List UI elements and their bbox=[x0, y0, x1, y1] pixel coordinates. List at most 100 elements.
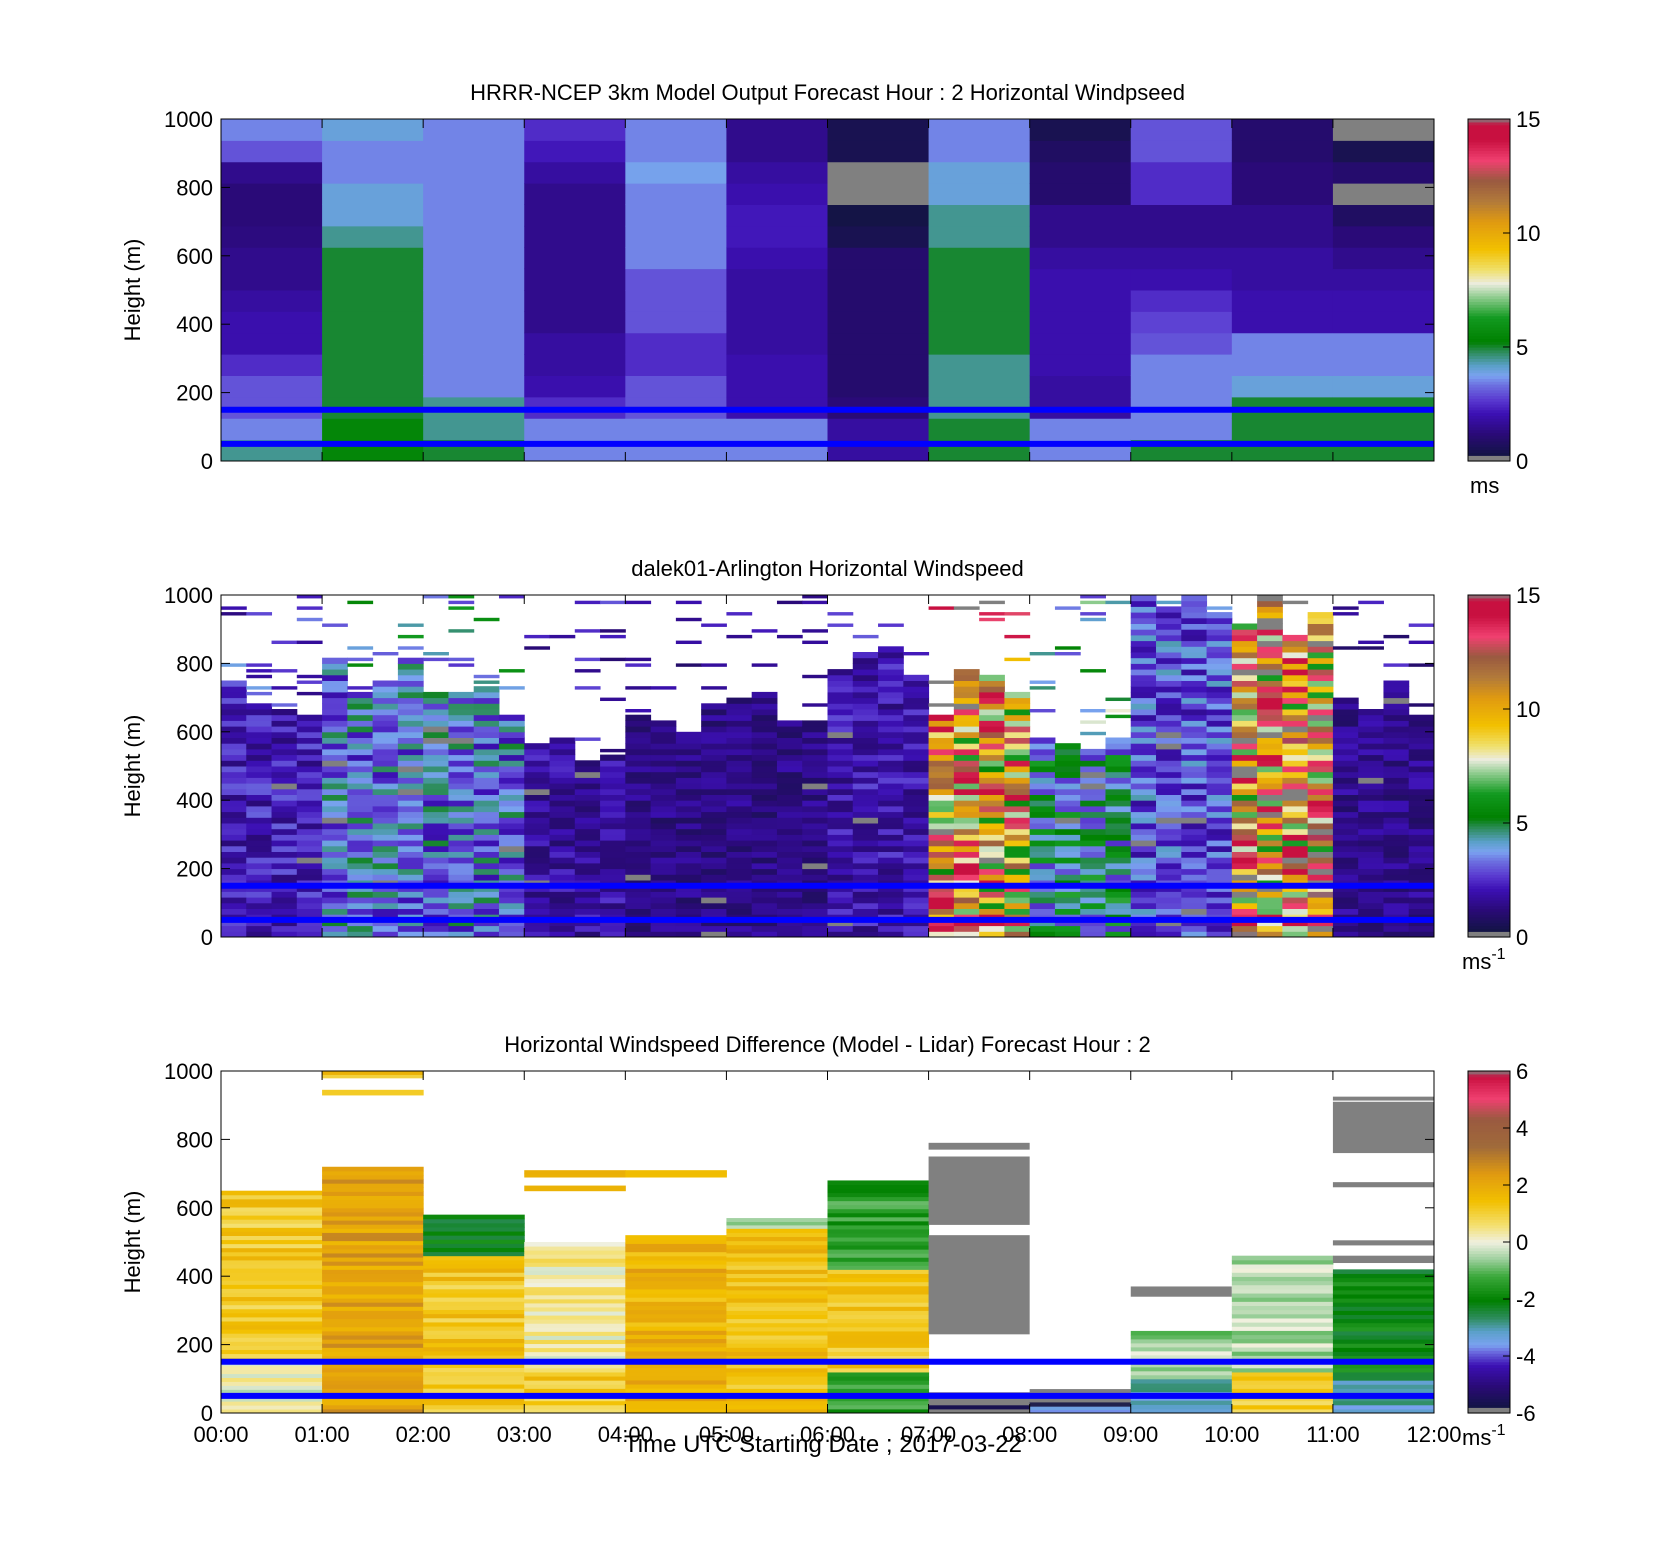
heatmap-cell bbox=[1181, 674, 1208, 681]
heatmap-cell bbox=[423, 868, 449, 875]
heatmap-cell bbox=[1408, 919, 1435, 927]
heatmap-cell bbox=[1181, 600, 1208, 607]
heatmap-cell bbox=[1080, 805, 1106, 813]
heatmap-cell bbox=[1332, 737, 1359, 744]
colorbar-swatch bbox=[1468, 1207, 1510, 1212]
heatmap-cell bbox=[751, 897, 778, 904]
heatmap-cell bbox=[423, 731, 449, 738]
heatmap-cell bbox=[246, 686, 273, 690]
heatmap-cell bbox=[423, 1400, 525, 1406]
heatmap-cell bbox=[802, 897, 828, 904]
heatmap-cell bbox=[1080, 754, 1106, 761]
heatmap-cell bbox=[524, 1278, 626, 1284]
heatmap-cell bbox=[423, 777, 449, 784]
heatmap-cell bbox=[1383, 874, 1410, 881]
heatmap-cell bbox=[650, 760, 677, 767]
heatmap-cell bbox=[574, 811, 601, 818]
heatmap-cell bbox=[1156, 697, 1182, 704]
heatmap-cell bbox=[574, 908, 601, 915]
heatmap-cell bbox=[878, 726, 904, 733]
heatmap-cell bbox=[1383, 634, 1410, 639]
colorbar-swatch bbox=[1468, 1167, 1510, 1172]
heatmap-cell bbox=[1408, 811, 1435, 818]
heatmap-cell bbox=[347, 931, 374, 938]
heatmap-cell bbox=[1029, 788, 1056, 795]
heatmap-cell bbox=[751, 823, 778, 830]
heatmap-cell bbox=[1130, 845, 1157, 852]
heatmap-cell bbox=[903, 691, 930, 699]
heatmap-cell bbox=[650, 783, 677, 790]
colorbar-swatch bbox=[1468, 711, 1510, 716]
heatmap-cell bbox=[1105, 777, 1132, 784]
heatmap-cell bbox=[524, 247, 626, 270]
heatmap-cell bbox=[1282, 760, 1309, 767]
y-tick-label: 1000 bbox=[164, 583, 213, 608]
heatmap-cell bbox=[1130, 697, 1157, 704]
heatmap-cell bbox=[322, 1224, 424, 1229]
heatmap-cell bbox=[827, 851, 854, 858]
colorbar-swatch bbox=[1468, 409, 1510, 414]
colorbar-swatch bbox=[1468, 1361, 1510, 1366]
heatmap-cell bbox=[852, 868, 879, 875]
heatmap-cell bbox=[1004, 811, 1031, 818]
heatmap-cell bbox=[675, 817, 702, 824]
colorbar-swatch bbox=[1468, 1281, 1510, 1286]
heatmap-cell bbox=[221, 851, 247, 858]
heatmap-cell bbox=[549, 634, 576, 639]
heatmap-cell bbox=[1231, 731, 1258, 738]
heatmap-cell bbox=[701, 766, 727, 773]
colorbar-swatch bbox=[1468, 868, 1510, 873]
heatmap-cell bbox=[1408, 817, 1435, 824]
heatmap-cell bbox=[953, 811, 980, 818]
heatmap-cell bbox=[524, 811, 551, 818]
heatmap-cell bbox=[423, 1255, 525, 1261]
heatmap-cell bbox=[625, 1363, 727, 1369]
heatmap-cell bbox=[1004, 919, 1031, 927]
heatmap-cell bbox=[1156, 902, 1182, 909]
colorbar-swatch bbox=[1468, 321, 1510, 325]
heatmap-cell bbox=[1130, 783, 1157, 790]
heatmap-cell bbox=[524, 1323, 626, 1328]
heatmap-cell bbox=[1282, 788, 1309, 795]
heatmap-cell bbox=[1181, 720, 1208, 727]
heatmap-cell bbox=[473, 811, 500, 818]
heatmap-cell bbox=[1206, 623, 1233, 630]
heatmap-cell bbox=[1408, 897, 1435, 904]
heatmap-cell bbox=[827, 1326, 930, 1332]
heatmap-cell bbox=[726, 805, 753, 813]
heatmap-cell bbox=[650, 897, 677, 904]
heatmap-cell bbox=[1206, 828, 1233, 835]
heatmap-cell bbox=[1080, 771, 1106, 778]
heatmap-cell bbox=[1080, 612, 1106, 616]
colorbar-swatch bbox=[1468, 127, 1510, 131]
heatmap-cell bbox=[574, 800, 601, 807]
heatmap-cell bbox=[827, 862, 854, 870]
heatmap-cell bbox=[347, 817, 374, 824]
heatmap-cell bbox=[1105, 931, 1132, 938]
heatmap-cell bbox=[1332, 418, 1435, 441]
heatmap-cell bbox=[498, 868, 525, 875]
heatmap-cell bbox=[221, 1198, 323, 1204]
heatmap-cell bbox=[827, 1318, 930, 1324]
colorbar-swatch bbox=[1468, 751, 1510, 756]
heatmap-cell bbox=[271, 640, 298, 645]
heatmap-cell bbox=[1383, 868, 1410, 875]
heatmap-cell bbox=[574, 925, 601, 932]
heatmap-cell bbox=[221, 817, 247, 824]
heatmap-cell bbox=[524, 1302, 626, 1308]
heatmap-cell bbox=[448, 874, 475, 881]
colorbar-swatch bbox=[1468, 1313, 1510, 1317]
colorbar-swatch bbox=[1468, 865, 1510, 870]
colorbar-swatch bbox=[1468, 731, 1510, 736]
heatmap-cell bbox=[726, 1322, 828, 1328]
heatmap-cell bbox=[1332, 851, 1359, 858]
heatmap-cell bbox=[246, 874, 273, 881]
heatmap-cell bbox=[802, 703, 828, 707]
heatmap-cell bbox=[473, 840, 500, 847]
heatmap-cell bbox=[322, 1248, 424, 1254]
colorbar-swatch bbox=[1468, 352, 1510, 357]
heatmap-cell bbox=[1080, 868, 1106, 875]
heatmap-cell bbox=[1130, 857, 1157, 864]
heatmap-cell bbox=[1080, 885, 1106, 892]
heatmap-cell bbox=[322, 885, 348, 892]
